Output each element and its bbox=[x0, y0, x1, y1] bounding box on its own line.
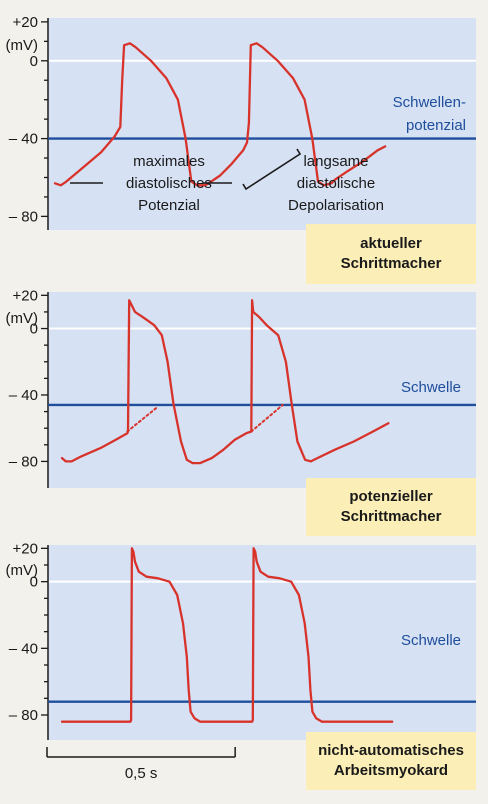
panel-2-label-line-2: Schrittmacher bbox=[340, 508, 442, 525]
panel-1-annotation-1-line: Potenzial bbox=[138, 197, 200, 214]
panel-3-label-line-2: Arbeitsmyokard bbox=[333, 762, 449, 779]
panel-1-annotation-2-line: diastolische bbox=[297, 175, 375, 192]
panel-2-unit-label: (mV) bbox=[6, 310, 39, 327]
panel-3-label-box: nicht-automatisches Arbeitsmyokard bbox=[306, 732, 476, 790]
panel-1-ytick-label: – 40 bbox=[9, 131, 38, 148]
panel-2-background bbox=[48, 292, 476, 488]
panel-2-label-box: potenzieller Schrittmacher bbox=[306, 478, 476, 536]
panel-2-ytick-label: – 80 bbox=[9, 453, 38, 470]
panel-1-annotation-1-line: maximales bbox=[133, 153, 205, 170]
panel-1-ytick-label: – 80 bbox=[9, 208, 38, 225]
panel-2-membrane-trace bbox=[60, 299, 390, 465]
panel-2-ytick-label: +20 bbox=[13, 287, 38, 304]
panel-1-ytick-label: 0 bbox=[30, 53, 38, 70]
panel-3-threshold-label: Schwelle bbox=[401, 632, 461, 649]
panel-1-annotation-2-line: Depolarisation bbox=[288, 197, 384, 214]
panel-2-dotted-extrapolation bbox=[126, 405, 159, 433]
panel-2-label-line-1: potenzieller bbox=[349, 488, 433, 505]
panel-3-label-line-1: nicht-automatisches bbox=[318, 742, 464, 759]
panel-2-threshold-label: Schwelle bbox=[401, 379, 461, 396]
panel-1-label-line-2: Schrittmacher bbox=[340, 255, 442, 272]
panel-1-ytick-label: +20 bbox=[13, 14, 38, 31]
panel-1-label-line-1: aktueller bbox=[360, 235, 422, 252]
panel-3-ytick-label: – 40 bbox=[9, 640, 38, 657]
panel-3-unit-label: (mV) bbox=[6, 562, 39, 579]
panel-1-annotation-2-line: langsame bbox=[303, 153, 368, 170]
panel-2-dotted-extrapolation bbox=[250, 403, 284, 433]
panel-3-ytick-label: – 80 bbox=[9, 707, 38, 724]
panel-1-unit-label: (mV) bbox=[6, 37, 39, 54]
panel-3-background bbox=[48, 545, 476, 740]
panel-1-annotation-1-line: diastolisches bbox=[126, 175, 212, 192]
panel-2-ytick-label: 0 bbox=[30, 321, 38, 338]
panel-3-ytick-label: +20 bbox=[13, 540, 38, 557]
panel-1-threshold-label: potenzial bbox=[406, 117, 466, 134]
panel-1-label-box: aktueller Schrittmacher bbox=[306, 224, 476, 284]
panel-2-ytick-label: – 40 bbox=[9, 387, 38, 404]
panel-1-annotation-2-bracket bbox=[242, 148, 302, 191]
panel-3-membrane-trace bbox=[60, 547, 394, 723]
panel-3-ytick-label: 0 bbox=[30, 574, 38, 591]
panel-1-membrane-trace bbox=[53, 42, 387, 187]
panel-1-threshold-label: Schwellen- bbox=[393, 94, 466, 111]
scale-bar-label: 0,5 s bbox=[125, 765, 158, 782]
